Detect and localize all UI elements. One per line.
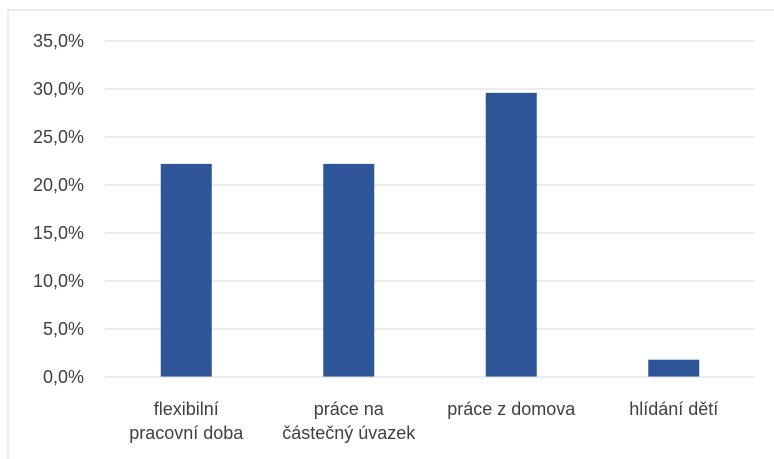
y-axis-tick-labels: 0,0% 5,0% 10,0% 15,0% 20,0% 25,0% 30,0% 35,0% (33, 31, 84, 387)
x-category-label: práce z domova (447, 399, 576, 419)
bar (160, 163, 212, 377)
x-category-label-line: práce z domova (447, 399, 576, 419)
y-tick-label: 35,0% (33, 31, 84, 51)
y-tick-label: 5,0% (43, 319, 84, 339)
x-category-label-line: flexibilní (154, 399, 219, 419)
bar (485, 92, 537, 377)
y-tick-label: 15,0% (33, 223, 84, 243)
bar (323, 163, 375, 377)
x-category-label: práce na částečný úvazek (282, 399, 416, 443)
bar (648, 359, 700, 377)
y-tick-label: 0,0% (43, 367, 84, 387)
x-category-label-line: práce na (314, 399, 385, 419)
x-axis-category-labels: flexibilní pracovní doba práce na částečný … (129, 399, 718, 443)
x-category-label-line: částečný úvazek (282, 423, 416, 443)
gridlines (105, 40, 755, 330)
y-tick-label: 25,0% (33, 127, 84, 147)
bars (160, 92, 700, 377)
y-tick-label: 30,0% (33, 79, 84, 99)
x-category-label-line: pracovní doba (129, 423, 244, 443)
y-tick-label: 10,0% (33, 271, 84, 291)
y-tick-label: 20,0% (33, 175, 84, 195)
x-category-label-line: hlídání dětí (629, 399, 718, 419)
x-category-label: hlídání dětí (629, 399, 718, 419)
x-category-label: flexibilní pracovní doba (129, 399, 244, 443)
